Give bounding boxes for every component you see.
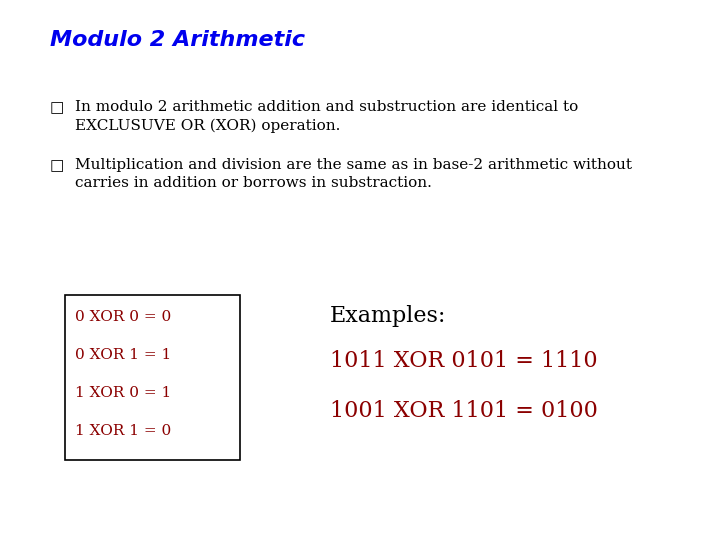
Text: Examples:: Examples: [330, 305, 446, 327]
Text: In modulo 2 arithmetic addition and substruction are identical to
EXCLUSUVE OR (: In modulo 2 arithmetic addition and subs… [75, 100, 578, 133]
Text: □: □ [50, 100, 64, 115]
Text: Multiplication and division are the same as in base-2 arithmetic without
carries: Multiplication and division are the same… [75, 158, 632, 191]
Text: 1 XOR 0 = 1: 1 XOR 0 = 1 [75, 386, 171, 400]
Text: 1001 XOR 1101 = 0100: 1001 XOR 1101 = 0100 [330, 400, 598, 422]
Text: 0 XOR 1 = 1: 0 XOR 1 = 1 [75, 348, 171, 362]
Text: 0 XOR 0 = 0: 0 XOR 0 = 0 [75, 310, 171, 324]
Text: 1 XOR 1 = 0: 1 XOR 1 = 0 [75, 424, 171, 438]
FancyBboxPatch shape [65, 295, 240, 460]
Text: Modulo 2 Arithmetic: Modulo 2 Arithmetic [50, 30, 305, 50]
Text: 1011 XOR 0101 = 1110: 1011 XOR 0101 = 1110 [330, 350, 598, 372]
Text: □: □ [50, 158, 64, 173]
